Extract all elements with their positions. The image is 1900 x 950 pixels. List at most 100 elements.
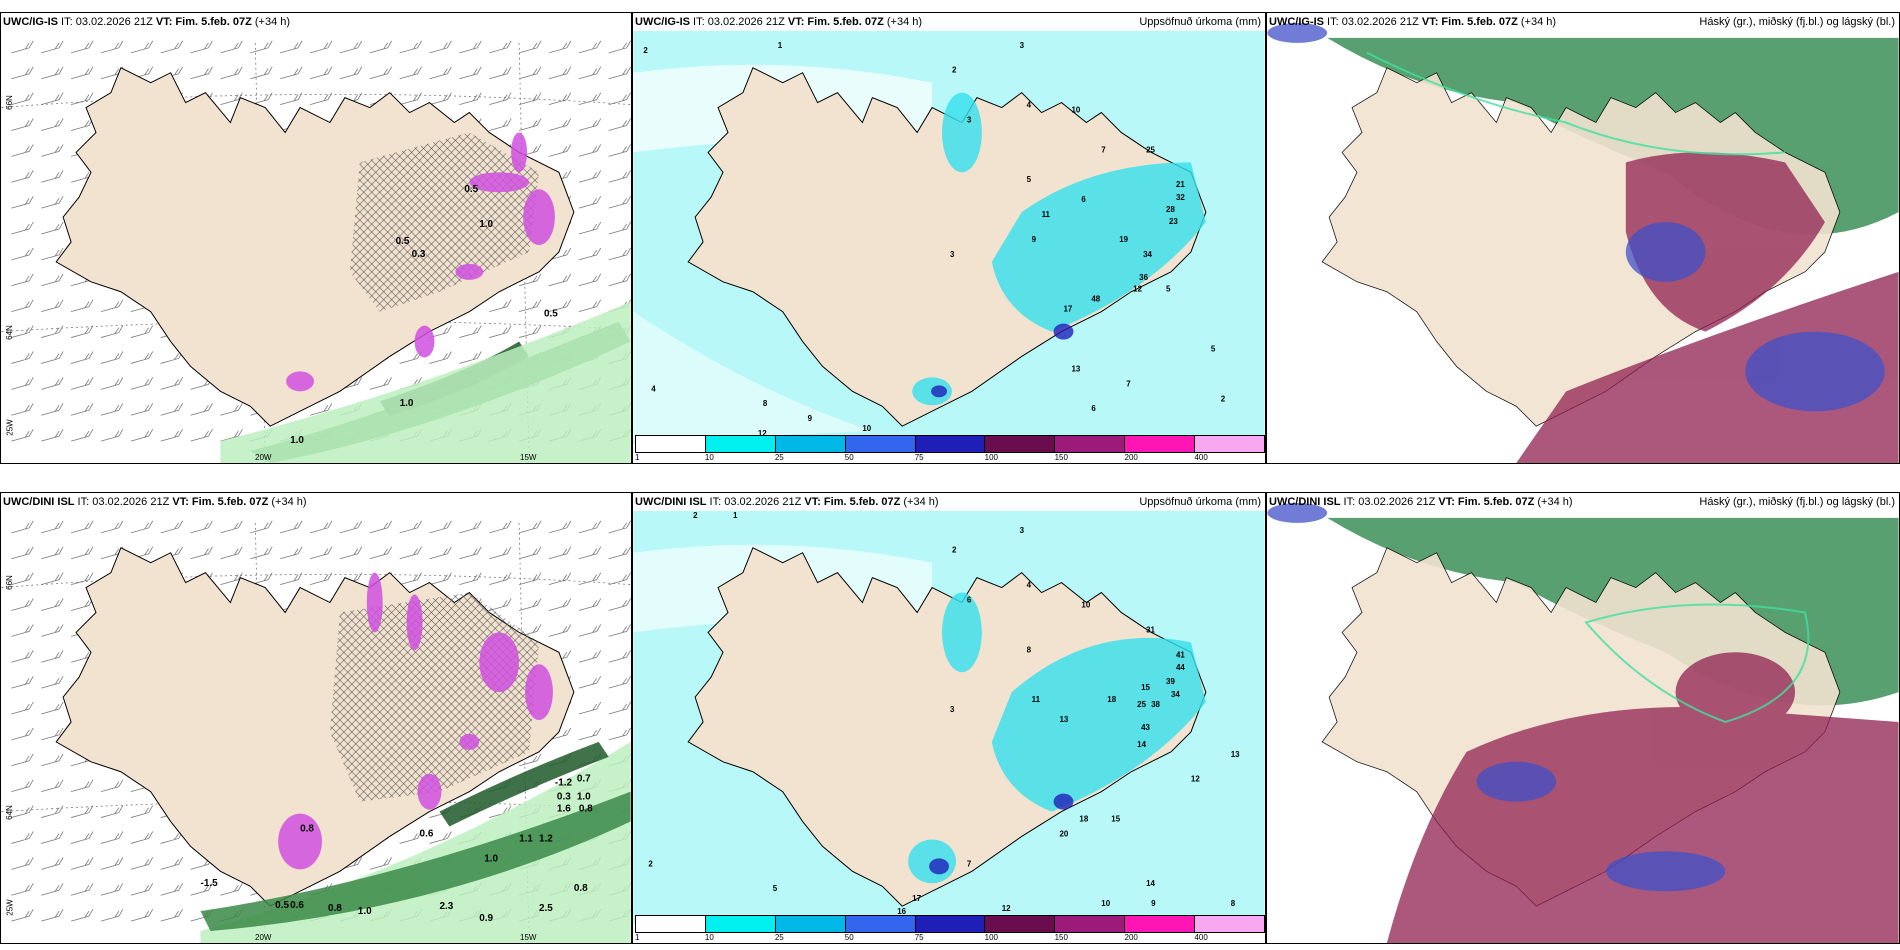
- wind-barb: [100, 857, 124, 870]
- wind-barb: [11, 144, 34, 157]
- map-label: 21: [1176, 180, 1185, 189]
- wind-barb: [41, 753, 64, 767]
- wind-barb: [250, 40, 273, 54]
- lon-label-25: 25W: [5, 419, 15, 436]
- map-label: 1.1: [519, 833, 533, 844]
- wind-barb: [11, 883, 34, 896]
- wind-barb: [130, 377, 154, 390]
- panel-bot-left-wind-snow: -1.2 0.7 0.3 1.0 1.6 0.8 1.1 1.2 1.0 0.8…: [0, 492, 632, 944]
- wind-barb: [41, 675, 64, 689]
- wind-barb: [160, 520, 183, 534]
- wind-barb: [608, 572, 631, 585]
- wind-barb: [548, 92, 572, 105]
- wind-barb: [578, 299, 602, 313]
- map-label: 25: [1137, 700, 1146, 709]
- map-label: 16: [897, 907, 906, 916]
- legend-swatch: [1055, 916, 1126, 932]
- wind-barb: [280, 66, 303, 80]
- wind-barb: [100, 908, 124, 922]
- wind-barb: [41, 118, 64, 131]
- wind-barb: [70, 351, 94, 364]
- map-label: 18: [1079, 815, 1088, 824]
- map-wind-snow-top: 0.5 0.3 0.5 1.0 1.0 0.5 1.0: [1, 40, 631, 463]
- map-label: 8: [763, 399, 768, 408]
- map-label: 0.5: [275, 900, 289, 911]
- precip-shading: [912, 92, 1206, 406]
- legend-swatch: [1125, 916, 1196, 932]
- map-label: 2: [952, 66, 957, 75]
- wind-barb: [70, 66, 94, 80]
- wind-barb: [70, 572, 94, 585]
- wind-barb: [160, 908, 183, 922]
- panel-subtitle: Uppsöfnuð úrkoma (mm): [1139, 496, 1261, 508]
- wind-barb: [399, 546, 422, 560]
- map-label: 13: [1060, 715, 1069, 724]
- wind-barb: [70, 805, 94, 818]
- wind-barb: [578, 195, 602, 209]
- wind-barb: [578, 675, 602, 689]
- wind-barb: [11, 273, 34, 287]
- map-label: 31: [1146, 625, 1155, 634]
- map-label: 0.8: [300, 823, 314, 834]
- map-label: 2: [952, 546, 957, 555]
- map-label: 15: [1141, 683, 1150, 692]
- cloud-high-edge: [1366, 51, 1786, 156]
- wind-barb: [11, 624, 34, 637]
- wind-barb: [489, 325, 512, 338]
- wind-barb: [100, 325, 124, 338]
- map-label: 48: [1091, 295, 1100, 304]
- wind-barb: [100, 831, 124, 844]
- wind-barb: [41, 170, 64, 183]
- wind-barb: [11, 377, 34, 390]
- wind-barb: [518, 299, 542, 313]
- wind-barb: [41, 598, 64, 611]
- wind-barb: [11, 92, 34, 105]
- wind-barb: [41, 428, 64, 442]
- panel-title: UWC/DINI ISL IT: 03.02.2026 21Z VT: Fim.…: [3, 496, 307, 508]
- wind-barb: [11, 221, 34, 235]
- map-label: 7: [1101, 145, 1106, 154]
- wind-barb: [518, 40, 542, 54]
- wind-barb: [70, 377, 94, 390]
- wind-barb: [548, 546, 572, 560]
- map-label: 1.0: [358, 906, 372, 917]
- wind-barb: [429, 351, 452, 364]
- panel-bot-mid-precip: 2 1 3 2 4 6 8 10 13 31 41 44 39 34 25 38…: [632, 492, 1266, 944]
- wind-barb: [578, 92, 602, 105]
- wind-barb: [429, 572, 452, 585]
- wind-barb: [489, 66, 512, 80]
- map-label: 28: [1166, 205, 1175, 214]
- rain-light: [220, 301, 631, 463]
- wind-barb: [578, 727, 602, 741]
- wind-barb: [309, 403, 333, 416]
- wind-barb: [459, 546, 482, 560]
- wind-barb: [489, 299, 512, 313]
- map-label: 19: [1119, 235, 1128, 244]
- legend-tick: 400: [1194, 933, 1208, 942]
- legend-swatch: [1195, 916, 1265, 932]
- legend-tick: 1: [635, 933, 640, 942]
- wind-barb: [70, 40, 94, 54]
- panel-title: UWC/IG-IS IT: 03.02.2026 21Z VT: Fim. 5.…: [1269, 16, 1557, 28]
- map-label: 7: [967, 859, 972, 868]
- wind-barb: [70, 118, 94, 131]
- wind-barb: [518, 520, 542, 534]
- cloud-low: [1267, 22, 1885, 412]
- map-label: 8: [1027, 645, 1032, 654]
- map-label: 4: [1027, 581, 1032, 590]
- map-label: 13: [1071, 364, 1080, 373]
- wind-barb: [100, 805, 124, 818]
- wind-barb: [130, 351, 154, 364]
- wind-barb: [11, 170, 34, 183]
- wind-barb: [70, 598, 94, 611]
- wind-barb: [399, 520, 422, 534]
- wind-barb: [130, 805, 154, 818]
- wind-barb: [489, 92, 512, 105]
- precip-heavy: [931, 323, 1074, 398]
- legend-swatch: [915, 916, 986, 932]
- wind-barb: [548, 624, 572, 637]
- wind-barb: [578, 598, 602, 611]
- wind-barb: [160, 40, 183, 54]
- wind-barb: [459, 351, 482, 364]
- wind-barb: [399, 40, 422, 54]
